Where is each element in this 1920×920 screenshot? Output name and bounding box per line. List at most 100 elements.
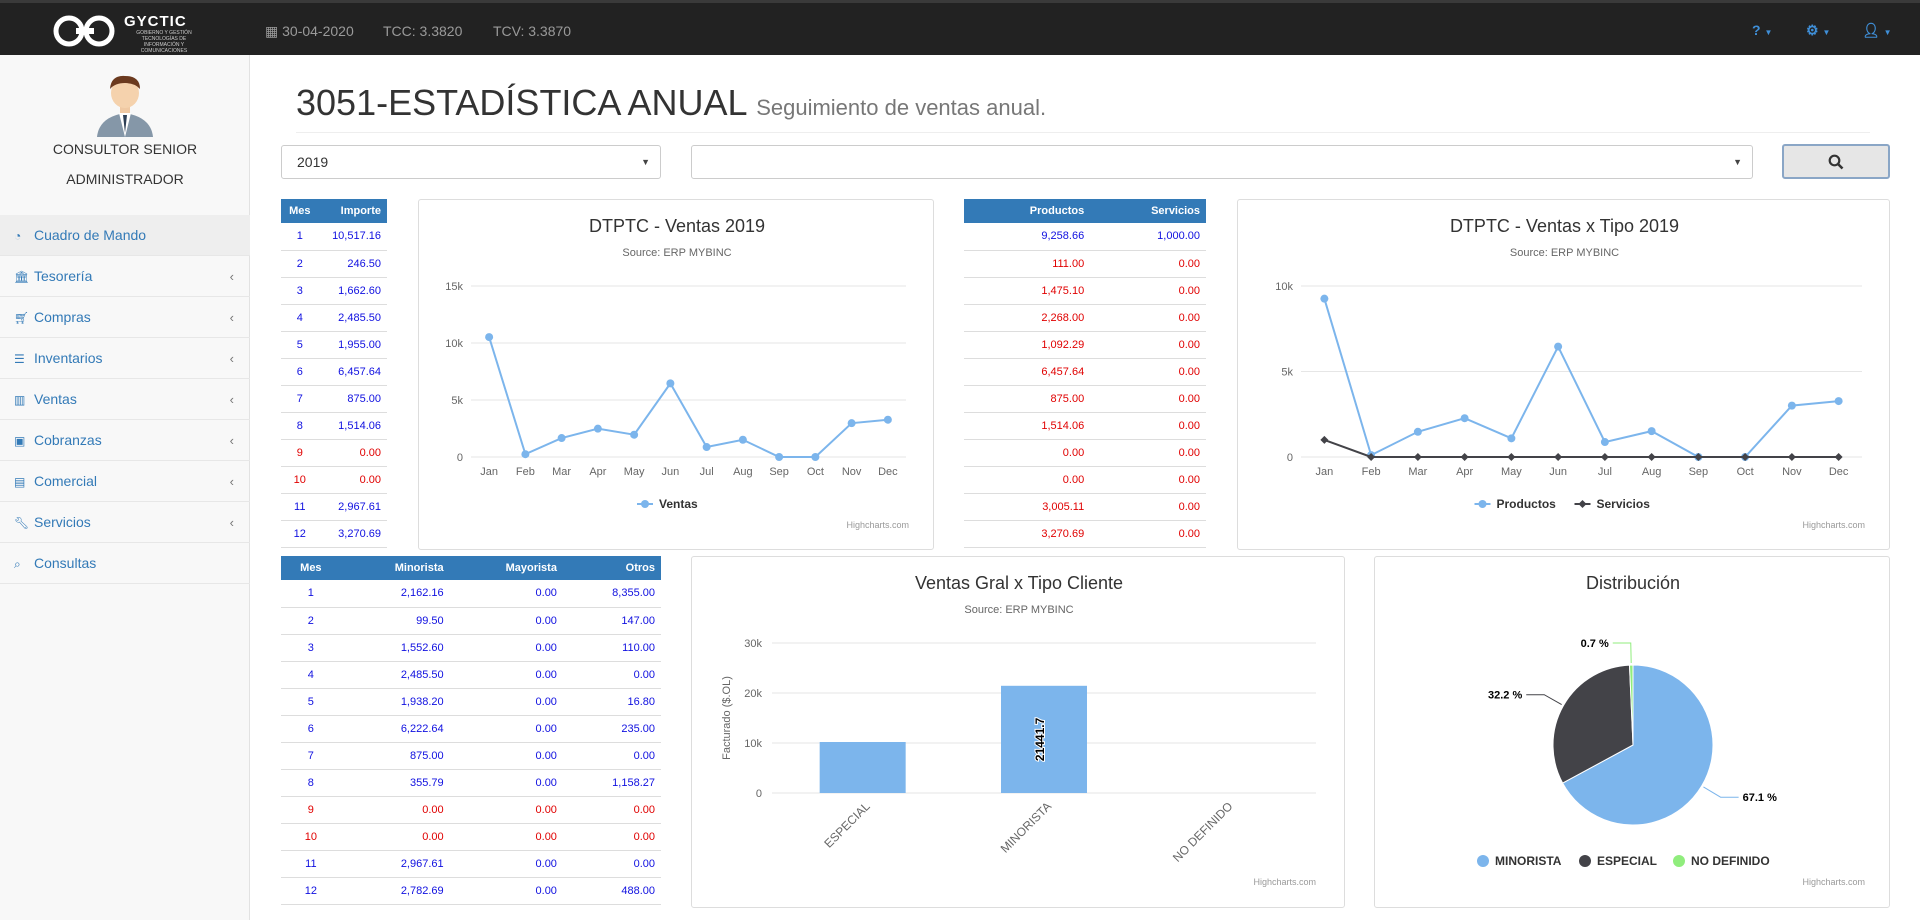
chevron-left-icon: ‹ [229, 433, 234, 448]
table-row: 4 2,485.50 [281, 304, 387, 332]
customer-type-bar-chart-panel: Ventas Gral x Tipo Cliente Source: ERP MY… [691, 556, 1345, 908]
legend-marker [1478, 500, 1487, 508]
table-row: 6 6,222.64 0.00 235.00 [281, 715, 661, 743]
cart-icon: 🛒︎ [14, 311, 30, 325]
table-cell: 1,514.06 [318, 412, 387, 440]
table-cell: 12 [281, 877, 341, 905]
table-cell: 0.00 [562, 823, 661, 851]
table-row: 111.00 0.00 [964, 250, 1206, 278]
help-menu-button[interactable]: ? ▼ [1752, 22, 1772, 38]
caret-down-icon: ▼ [1883, 28, 1892, 37]
table-cell: 875.00 [340, 742, 450, 770]
user-menu-button[interactable]: 👤︎ ▼ [1862, 22, 1892, 39]
filter-select[interactable]: ▼ [691, 145, 1753, 179]
x-tick-label: Apr [589, 466, 606, 478]
series-line-productos [1323, 298, 1839, 458]
user-icon: 👤︎ [1862, 22, 1880, 38]
x-tick-label: Dec [1829, 466, 1849, 478]
data-point [775, 453, 784, 461]
avatar [97, 75, 153, 137]
x-tick-label: Mar [552, 466, 571, 478]
column-header: Productos [964, 199, 1091, 223]
brand-logo[interactable]: GYCTIC GOBIERNO Y GESTIÓN TECNOLOGÍAS DE… [52, 11, 212, 54]
year-select[interactable]: 2019 ▼ [281, 145, 661, 179]
table-cell: 1,938.20 [340, 688, 450, 716]
sidebar-menu: ◔ Cuadro de Mando 🏛︎ Tesorería ‹ 🛒︎ Compras ‹… [0, 215, 250, 584]
series-line-ventas [488, 336, 888, 458]
table-cell: 1,000.00 [1090, 223, 1206, 251]
x-tick-label: ESPECIAL [821, 799, 873, 851]
x-tick-label: Mar [1408, 466, 1427, 478]
sidebar-item-comercial[interactable]: ▤ Comercial ‹ [0, 461, 250, 502]
help-icon: ? [1752, 22, 1761, 38]
y-tick-label: 15k [445, 281, 463, 293]
data-point [1413, 453, 1422, 461]
data-point [811, 453, 820, 461]
table-cell: 3,005.11 [964, 493, 1091, 521]
sidebar-item-ventas[interactable]: ▥ Ventas ‹ [0, 379, 250, 420]
chevron-left-icon: ‹ [229, 515, 234, 530]
y-tick-label: 10k [744, 738, 762, 750]
x-tick-label: Nov [1782, 466, 1802, 478]
page-title: 3051-ESTADÍSTICA ANUAL Seguimiento de ve… [296, 82, 1046, 124]
x-tick-label: Feb [516, 466, 535, 478]
chevron-left-icon: ‹ [229, 310, 234, 325]
data-point [1320, 435, 1329, 444]
table-cell: 2 [281, 607, 341, 635]
sidebar-item-cobranzas[interactable]: ▣ Cobranzas ‹ [0, 420, 250, 461]
table-cell: 1,092.29 [964, 331, 1091, 359]
sidebar-item-compras[interactable]: 🛒︎ Compras ‹ [0, 297, 250, 338]
gear-icon: ⚙ [1806, 22, 1819, 38]
y-tick-label: 20k [744, 688, 762, 700]
table-cell: 10 [281, 823, 341, 851]
table-cell: 4 [281, 661, 341, 689]
x-tick-label: Apr [1456, 466, 1473, 478]
chevron-left-icon: ‹ [229, 474, 234, 489]
sidebar-item-label: Inventarios [34, 350, 103, 366]
table-cell: 16.80 [562, 688, 661, 716]
table-cell: 0.00 [449, 742, 563, 770]
brand-name: GYCTIC [124, 13, 187, 30]
x-tick-label: May [624, 466, 645, 478]
pie-connector [1612, 642, 1632, 664]
table-cell: 10 [281, 466, 319, 494]
table-row: 10 0.00 [281, 466, 387, 494]
table-row: 4 2,485.50 0.00 0.00 [281, 661, 661, 689]
data-point [1507, 453, 1516, 461]
x-tick-label: Jul [1598, 466, 1612, 478]
table-cell: 2 [281, 250, 319, 278]
caret-down-icon: ▼ [1733, 157, 1742, 167]
bar-chart-icon: ▥ [14, 393, 26, 407]
data-point [1787, 401, 1796, 410]
x-tick-label: Aug [733, 466, 753, 478]
table-cell: 110.00 [562, 634, 661, 662]
sidebar-item-cuadro-de-mando[interactable]: ◔ Cuadro de Mando [0, 215, 250, 256]
pie-connector [1703, 786, 1739, 798]
table-cell: 235.00 [562, 715, 661, 743]
table-cell: 111.00 [964, 250, 1091, 278]
table-cell: 3,270.69 [964, 520, 1091, 548]
sales-by-customer-table: Mes Minorista Mayorista Otros 1 2,162.16 0… [281, 556, 661, 905]
sidebar-item-inventarios[interactable]: ☰ Inventarios ‹ [0, 338, 250, 379]
sales-by-type-chart-panel: DTPTC - Ventas x Tipo 2019 Source: ERP MY… [1237, 199, 1890, 550]
table-cell: 1 [281, 223, 319, 251]
sidebar-item-tesoreria[interactable]: 🏛︎ Tesorería ‹ [0, 256, 250, 297]
table-cell: 0.00 [318, 466, 387, 494]
data-point [1320, 294, 1329, 303]
y-tick-label: 5k [451, 395, 463, 407]
table-cell: 0.00 [1090, 466, 1206, 494]
settings-menu-button[interactable]: ⚙ ▼ [1806, 22, 1830, 39]
sidebar-item-label: Comercial [34, 473, 98, 489]
tcc-rate: TCC: 3.3820 [383, 23, 463, 39]
data-point [1554, 342, 1563, 351]
table-row: 1 2,162.16 0.00 8,355.00 [281, 580, 661, 608]
chart-credit: Highcharts.com [1802, 877, 1865, 887]
search-button[interactable] [1782, 144, 1890, 179]
chart-credit: Highcharts.com [1253, 877, 1316, 887]
sidebar-item-servicios[interactable]: 🔧︎ Servicios ‹ [0, 502, 250, 543]
column-header: Mayorista [449, 556, 563, 580]
current-date: ▦ 30-04-2020 [265, 23, 354, 40]
table-cell: 0.00 [1090, 439, 1206, 467]
table-cell: 0.00 [449, 607, 563, 635]
sidebar-item-consultas[interactable]: ⌕ Consultas [0, 543, 250, 584]
